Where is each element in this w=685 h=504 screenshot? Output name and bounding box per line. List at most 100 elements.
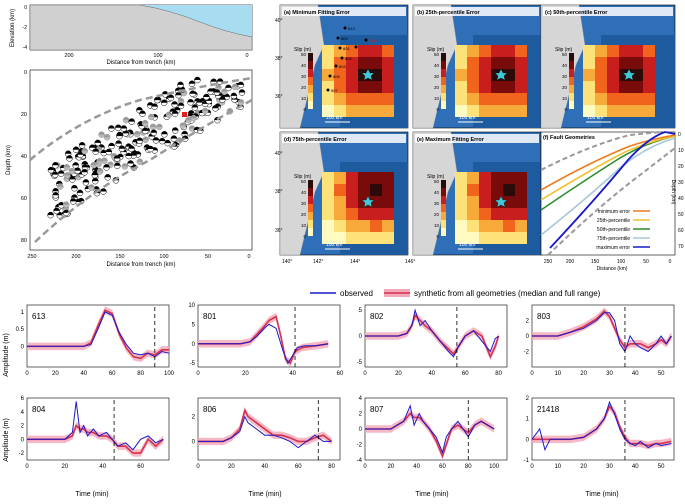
depth-xtick: 150 — [115, 254, 124, 260]
focal-mechanism-quadrant — [225, 84, 232, 88]
slip-patch — [583, 81, 595, 93]
lat-tick: 36° — [275, 228, 283, 234]
waveform-ytick: 2 — [21, 424, 25, 430]
slip-patch — [334, 220, 346, 232]
slip-patch — [334, 93, 346, 105]
slip-patch — [467, 220, 479, 232]
focal-mechanism-quadrant — [177, 81, 184, 85]
slip-patch — [334, 81, 346, 93]
colorbar-tick: 0 — [303, 107, 306, 112]
station-name: 803 — [537, 312, 551, 321]
station-name: 801 — [203, 312, 217, 321]
slip-patch — [479, 105, 491, 117]
waveform-xtick: 40 — [413, 464, 420, 470]
focal-mechanism-quadrant — [104, 134, 111, 138]
focal-mechanism-quadrant — [159, 138, 166, 142]
waveform-xtick: 60 — [109, 371, 116, 377]
slip-patch — [595, 93, 607, 105]
station-label: 802 — [345, 56, 352, 61]
slip-patch — [346, 172, 358, 184]
focal-mechanism-quadrant — [167, 94, 174, 98]
focal-mechanism-quadrant — [170, 135, 177, 139]
station-label: TM1 — [369, 38, 378, 43]
fault-ytick: 70 — [678, 244, 684, 250]
focal-mechanism-quadrant — [47, 212, 54, 216]
colorbar-step — [441, 85, 446, 93]
waveform-xtick: 20 — [52, 371, 59, 377]
colorbar-step — [308, 101, 313, 109]
depth-ytick: 80 — [21, 238, 27, 244]
slip-patch — [370, 57, 382, 69]
focal-mechanism-quadrant — [189, 80, 195, 84]
slip-patch — [595, 105, 607, 117]
focal-mechanism-quadrant — [52, 192, 59, 196]
slip-patch — [346, 57, 358, 69]
waveform-xtick: 0 — [25, 371, 29, 377]
slip-patch — [382, 220, 394, 232]
focal-mechanism-quadrant — [142, 120, 149, 124]
slip-patch — [455, 105, 467, 117]
focal-mechanism-quadrant — [98, 131, 105, 135]
map-title-bg — [415, 134, 539, 143]
colorbar-tick: 40 — [434, 190, 440, 195]
colorbar-tick: 40 — [434, 63, 440, 68]
depth-ytick: 20 — [21, 112, 27, 118]
slip-patch — [631, 45, 643, 57]
mainshock-marker — [182, 112, 187, 117]
slip-patch — [334, 105, 346, 117]
synthetic-range-band — [198, 312, 329, 367]
slip-patch — [334, 196, 346, 208]
focal-mechanism-quadrant — [196, 99, 203, 103]
slip-patch — [370, 196, 382, 208]
waveform-ytick: 0 — [359, 334, 363, 340]
focal-mechanism-quadrant — [116, 133, 123, 137]
map-title-bg — [543, 7, 673, 16]
slip-patch — [631, 81, 643, 93]
slip-patch — [479, 57, 491, 69]
waveform-xtick: 30 — [606, 371, 613, 377]
colorbar-step — [308, 228, 313, 236]
fault-line-75th — [540, 137, 676, 236]
focal-mechanism-quadrant — [63, 201, 70, 205]
focal-mechanism-quadrant — [101, 157, 108, 161]
slab-top-outline — [29, 76, 253, 161]
focal-mechanism-quadrant — [212, 105, 219, 109]
slip-label: Slip (m) — [427, 47, 445, 53]
map-title-bg — [282, 134, 406, 143]
slip-colorbar: Slip (m)50 40 30 20 10 0 — [427, 174, 446, 239]
epicenter-star — [494, 195, 508, 208]
waveform-xtick: 40 — [261, 464, 268, 470]
slip-patch — [455, 232, 467, 244]
focal-mechanism-quadrant — [103, 164, 110, 168]
legend-label-minimum: minimum error — [598, 209, 631, 215]
colorbar-step — [441, 77, 446, 85]
slip-patch — [515, 184, 527, 196]
colorbar-step — [308, 61, 313, 69]
observed-line — [27, 311, 170, 358]
slip-patch — [631, 57, 643, 69]
slip-patch — [479, 184, 491, 196]
waveform-xtick: 40 — [99, 464, 106, 470]
slip-patch — [467, 81, 479, 93]
focal-mechanism-quadrant — [73, 146, 80, 150]
slip-patch — [382, 208, 394, 220]
waveform-xtick: 0 — [530, 464, 534, 470]
slip-patch — [515, 232, 527, 244]
slip-patch — [322, 45, 334, 57]
waveform-ytick: 0 — [526, 334, 530, 340]
slip-patch — [607, 57, 619, 69]
focal-mechanism-quadrant — [207, 88, 214, 92]
slip-patch — [503, 196, 515, 208]
station-label: 803 — [339, 64, 346, 69]
waveform-xtick: 0 — [25, 464, 29, 470]
waveform-xtick: 60 — [295, 464, 302, 470]
fault-xtick: 250 — [544, 259, 553, 265]
waveform-xtick: 100 — [489, 464, 500, 470]
colorbar-tick: 40 — [562, 63, 568, 68]
slip-patch — [322, 57, 334, 69]
focal-mechanism-quadrant — [161, 131, 168, 135]
focal-mechanism-quadrant — [153, 137, 159, 141]
waveform-xtick: 40 — [80, 371, 87, 377]
